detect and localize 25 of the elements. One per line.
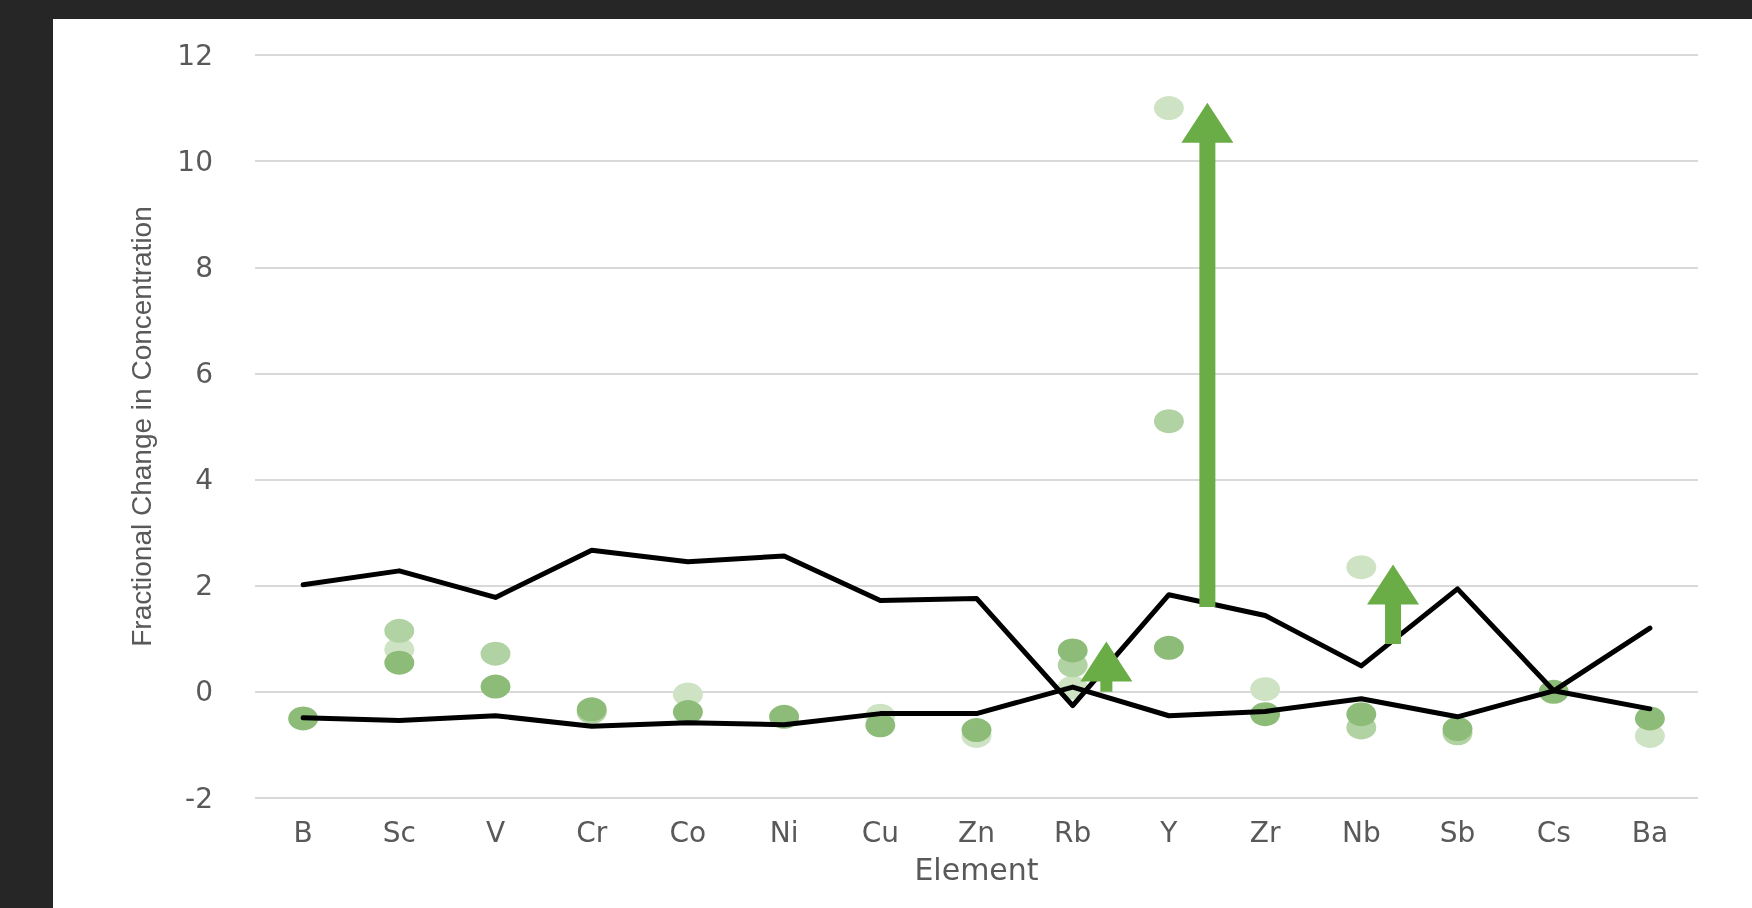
y-tick-label: -2 (185, 781, 213, 815)
y-tick-label: 6 (195, 356, 213, 390)
x-tick-label: Sc (382, 815, 416, 849)
y-axis-title: Fractional Change in Concentration (125, 206, 157, 647)
x-tick-label: V (485, 815, 506, 849)
y-tick-label: 12 (177, 38, 213, 72)
x-tick-label: Y (1159, 815, 1179, 849)
x-tick-label: Nb (1341, 815, 1381, 849)
y-tick-label: 10 (177, 144, 213, 178)
y-tick-label: 4 (195, 463, 213, 497)
x-tick-label: Co (669, 815, 707, 849)
y-tick-label: 2 (195, 569, 213, 603)
x-tick-label: Cr (576, 815, 608, 849)
x-tick-label: Cu (861, 815, 899, 849)
x-tick-label: Zr (1249, 815, 1281, 849)
y-tick-label: 8 (195, 250, 213, 284)
x-tick-label: Cs (1536, 815, 1571, 849)
x-tick-label: Ni (769, 815, 799, 849)
x-axis-title: Element (914, 851, 1039, 887)
x-tick-label: Zn (958, 815, 995, 849)
x-tick-label: Rb (1054, 815, 1092, 849)
x-tick-label: Sb (1439, 815, 1476, 849)
x-tick-label: B (293, 815, 313, 849)
y-tick-label: 0 (195, 675, 213, 709)
x-tick-label: Ba (1631, 815, 1669, 849)
